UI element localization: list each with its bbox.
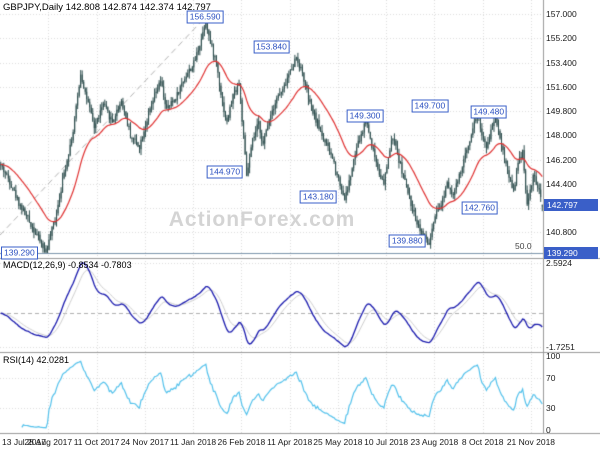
price-axis-label: 146.200 xyxy=(546,154,577,165)
date-axis-label: 13 Jul 2017 xyxy=(2,437,46,447)
price-swing-label[interactable]: 149.480 xyxy=(470,105,508,119)
price-swing-label[interactable]: 153.840 xyxy=(253,40,290,54)
support-price-label[interactable]: 139.290 xyxy=(1,246,38,260)
price-swing-label[interactable]: 143.180 xyxy=(299,190,337,204)
date-axis-label: 11 Jan 2018 xyxy=(169,437,217,447)
price-axis-label: 151.600 xyxy=(546,81,577,92)
rsi-indicator-label: RSI(14) 42.0281 xyxy=(3,355,70,365)
price-axis-label: 149.800 xyxy=(546,106,577,117)
support-price-tag: 139.290 xyxy=(544,246,598,259)
price-swing-label[interactable]: 142.760 xyxy=(461,201,499,215)
price-swing-label[interactable]: 149.700 xyxy=(411,99,449,113)
price-swing-label[interactable]: 139.880 xyxy=(388,234,426,248)
price-axis-label: 140.800 xyxy=(546,227,577,238)
date-axis-label: 8 Oct 2018 xyxy=(461,437,504,447)
date-axis-label: 11 Oct 2017 xyxy=(73,437,120,447)
chart-title: GBPJPY,Daily 142.808 142.874 142.374 142… xyxy=(3,2,211,13)
date-axis-label: 21 Nov 2018 xyxy=(506,437,556,447)
date-axis-label: 26 Feb 2018 xyxy=(217,437,266,447)
price-swing-label[interactable]: 156.590 xyxy=(186,10,224,24)
fib-level-label: 50.0 xyxy=(515,240,532,251)
date-axis-label: 25 May 2018 xyxy=(313,437,363,447)
rsi-axis-label: 0 xyxy=(546,425,551,435)
date-axis-label: 24 Nov 2017 xyxy=(120,437,169,447)
price-axis-label: 153.400 xyxy=(546,57,577,68)
price-axis-label: 157.000 xyxy=(546,9,577,20)
rsi-axis-label: 100 xyxy=(546,351,561,361)
price-axis-label: 148.000 xyxy=(546,130,577,141)
rsi-axis-label: 70 xyxy=(546,373,556,384)
price-swing-label[interactable]: 149.300 xyxy=(346,109,384,123)
current-price-tag: 142.797 xyxy=(544,199,598,212)
date-axis-label: 28 Aug 2017 xyxy=(24,437,73,447)
rsi-axis-label: 30 xyxy=(546,402,556,413)
date-axis-label: 10 Jul 2018 xyxy=(364,437,409,447)
price-swing-label[interactable]: 144.970 xyxy=(206,165,244,179)
macd-indicator-label: MACD(12,26,9) -0.8534 -0.7803 xyxy=(3,260,132,270)
price-axis-label: 144.400 xyxy=(546,178,577,189)
watermark: ActionForex.com xyxy=(168,208,356,231)
date-axis-label: 11 Apr 2018 xyxy=(266,437,313,447)
macd-axis-label: -1.7251 xyxy=(546,341,575,352)
price-axis-label: 155.200 xyxy=(546,33,577,44)
macd-axis-label: 2.5924 xyxy=(546,257,572,268)
date-axis-label: 23 Aug 2018 xyxy=(410,437,459,447)
